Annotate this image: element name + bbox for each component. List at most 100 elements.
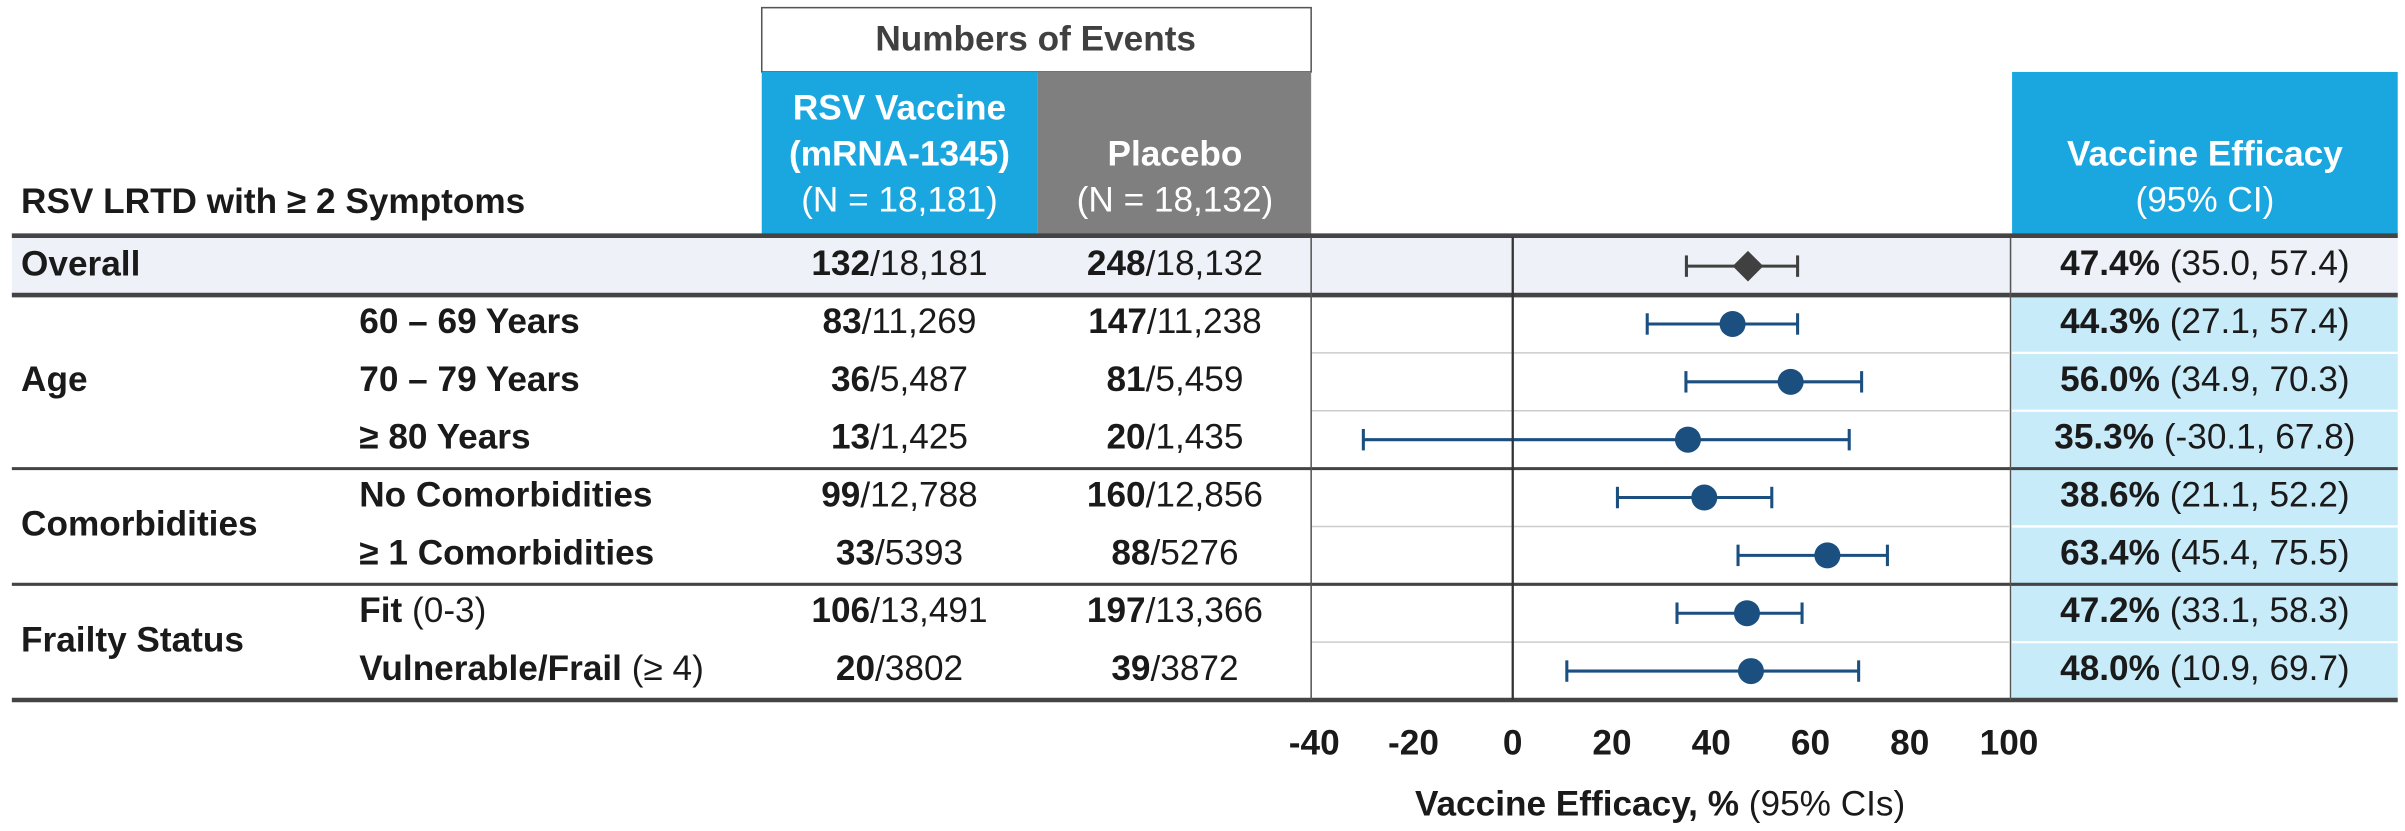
- efficacy-value: 48.0% (10.9, 69.7): [2060, 649, 2350, 688]
- placebo-event-count: 88: [1111, 534, 1150, 573]
- placebo-total: 13,366: [1155, 592, 1263, 631]
- placebo-events: 81/5,459: [1106, 360, 1243, 399]
- vaccine-event-count: 99: [821, 476, 860, 515]
- vaccine-event-count: 36: [831, 360, 870, 399]
- vaccine-events: 99/12,788: [821, 476, 978, 515]
- efficacy-cell-bg: [2012, 295, 2398, 353]
- placebo-header: (N = 18,132): [1077, 180, 1274, 219]
- vaccine-total: 5,487: [880, 360, 968, 399]
- efficacy-value: 44.3% (27.1, 57.4): [2060, 302, 2350, 341]
- subgroup-name: Vulnerable/Frail: [359, 649, 622, 688]
- placebo-event-count: 147: [1088, 302, 1147, 341]
- group-label: Overall: [21, 244, 140, 283]
- estimate-point: [1814, 542, 1841, 569]
- x-tick-label: 60: [1791, 724, 1830, 763]
- efficacy-estimate: 44.3%: [2060, 302, 2160, 341]
- efficacy-value: 35.3% (-30.1, 67.8): [2054, 418, 2355, 457]
- placebo-event-count: 248: [1087, 244, 1146, 283]
- vaccine-events: 13/1,425: [831, 418, 968, 457]
- subgroup-label: No Comorbidities: [359, 476, 652, 515]
- vaccine-events: 33/5393: [836, 534, 963, 573]
- efficacy-ci: (35.0, 57.4): [2170, 244, 2350, 283]
- efficacy-ci: (21.1, 52.2): [2170, 476, 2350, 515]
- vaccine-total: 18,181: [880, 244, 988, 283]
- efficacy-cell-bg: [2012, 352, 2398, 411]
- vaccine-events: 132/18,181: [811, 244, 987, 283]
- efficacy-cell-bg: [2012, 526, 2398, 585]
- subgroup-label: 60 – 69 Years: [359, 302, 579, 341]
- placebo-events: 160/12,856: [1087, 476, 1263, 515]
- x-tick-label: -40: [1289, 724, 1340, 763]
- placebo-total: 5,459: [1155, 360, 1243, 399]
- x-tick-label: 0: [1503, 724, 1523, 763]
- vaccine-event-count: 106: [811, 592, 870, 631]
- vaccine-event-count: 33: [836, 534, 875, 573]
- subgroup-label: ≥ 80 Years: [359, 418, 530, 457]
- efficacy-estimate: 47.4%: [2060, 244, 2160, 283]
- placebo-total: 18,132: [1155, 244, 1263, 283]
- placebo-events: 147/11,238: [1088, 302, 1262, 341]
- x-axis-label: Vaccine Efficacy, %: [1415, 785, 1739, 824]
- placebo-event-count: 197: [1087, 592, 1146, 631]
- efficacy-estimate: 56.0%: [2060, 360, 2160, 399]
- x-tick-label: -20: [1388, 724, 1439, 763]
- estimate-point: [1737, 658, 1764, 685]
- estimate-point: [1719, 310, 1746, 337]
- vaccine-header: RSV Vaccine: [793, 88, 1006, 127]
- vaccine-event-count: 20: [836, 649, 875, 688]
- vaccine-header-bg: [761, 71, 1038, 235]
- vaccine-event-count: 83: [823, 302, 862, 341]
- vaccine-total: 13,491: [880, 592, 988, 631]
- row-highlight: [11, 237, 2398, 296]
- placebo-events: 197/13,366: [1087, 592, 1263, 631]
- placebo-event-count: 39: [1111, 649, 1150, 688]
- efficacy-estimate: 35.3%: [2054, 418, 2154, 457]
- efficacy-ci: (27.1, 57.4): [2170, 302, 2350, 341]
- x-tick-label: 80: [1890, 724, 1929, 763]
- x-tick-label: 100: [1980, 724, 2039, 763]
- backgrounds: [11, 237, 2398, 700]
- efficacy-ci: (-30.1, 67.8): [2164, 418, 2356, 457]
- vaccine-header: (N = 18,181): [801, 180, 998, 219]
- vaccine-total: 5393: [885, 534, 963, 573]
- estimate-point: [1691, 484, 1718, 511]
- x-axis-note: (95% CIs): [1749, 785, 1905, 824]
- vaccine-events: 83/11,269: [823, 302, 977, 341]
- efficacy-estimate: 63.4%: [2060, 534, 2160, 573]
- group-label: Comorbidities: [21, 505, 258, 544]
- subgroup-label: Vulnerable/Frail (≥ 4): [359, 649, 704, 688]
- subgroup-name: ≥ 1 Comorbidities: [359, 534, 654, 573]
- group-label: Frailty Status: [21, 620, 244, 659]
- efficacy-value: 47.4% (35.0, 57.4): [2060, 244, 2350, 283]
- placebo-event-count: 81: [1106, 360, 1145, 399]
- vaccine-total: 11,269: [871, 302, 976, 341]
- placebo-total: 5276: [1160, 534, 1238, 573]
- placebo-header-bg: [1037, 71, 1312, 235]
- efficacy-estimate: 47.2%: [2060, 592, 2160, 631]
- placebo-events: 248/18,132: [1087, 244, 1263, 283]
- efficacy-ci: (33.1, 58.3): [2170, 592, 2350, 631]
- subgroup-name: Fit: [359, 592, 402, 631]
- subgroup-label: ≥ 1 Comorbidities: [359, 534, 654, 573]
- subgroup-label: 70 – 79 Years: [359, 360, 579, 399]
- vaccine-total: 1,425: [880, 418, 968, 457]
- placebo-total: 12,856: [1155, 476, 1263, 515]
- efficacy-cell-bg: [2012, 410, 2398, 469]
- vaccine-events: 20/3802: [836, 649, 963, 688]
- efficacy-cell-bg: [2012, 468, 2398, 527]
- placebo-events: 39/3872: [1111, 649, 1238, 688]
- efficacy-value: 38.6% (21.1, 52.2): [2060, 476, 2350, 515]
- subgroup-name: ≥ 80 Years: [359, 418, 530, 457]
- placebo-event-count: 160: [1087, 476, 1146, 515]
- efficacy-ci: (45.4, 75.5): [2170, 534, 2350, 573]
- events-header: Numbers of Events: [875, 20, 1196, 59]
- group-label: Age: [21, 360, 87, 399]
- placebo-header: Placebo: [1107, 134, 1242, 173]
- vaccine-header: (mRNA-1345): [789, 134, 1010, 173]
- efficacy-header: (95% CI): [2135, 180, 2274, 219]
- vaccine-total: 12,788: [870, 476, 978, 515]
- events-header-box: [760, 6, 1312, 73]
- vaccine-events: 106/13,491: [811, 592, 987, 631]
- subgroup-name: No Comorbidities: [359, 476, 652, 515]
